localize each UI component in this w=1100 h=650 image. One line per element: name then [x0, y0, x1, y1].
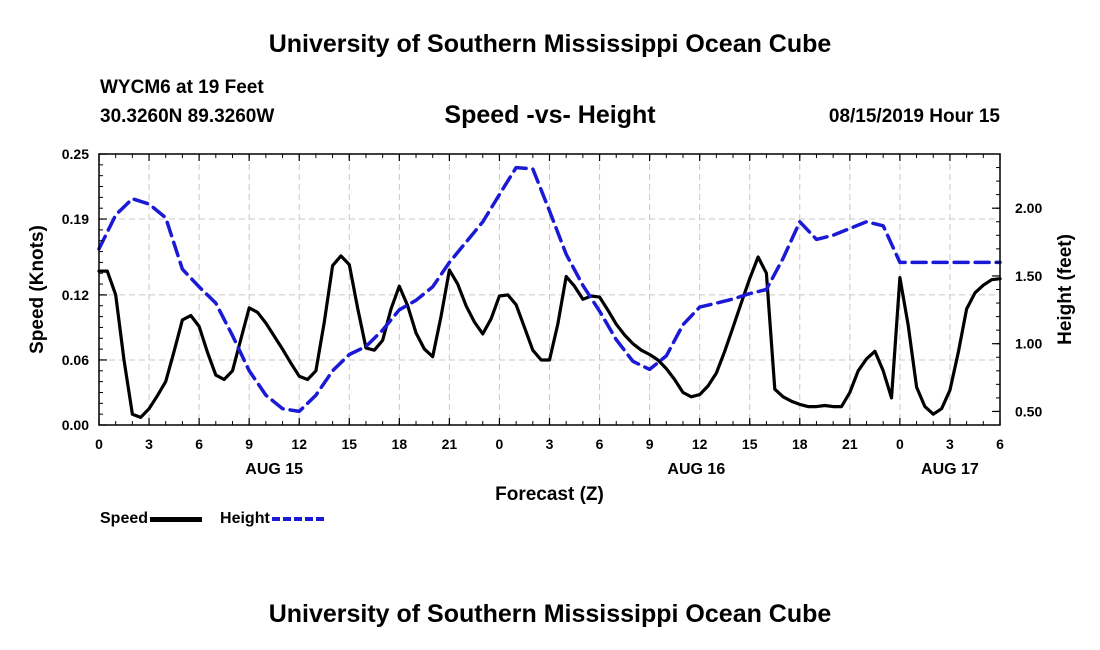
y-right-tick-label: 1.00 [1015, 336, 1042, 352]
series-layer [97, 165, 1002, 419]
x-tick-label: 21 [442, 436, 458, 452]
x-tick-label: 9 [245, 436, 253, 452]
legend-item-speed: Speed [100, 510, 203, 528]
x-tick-label: 3 [145, 436, 153, 452]
y-axis-right-label: Height (feet) [1055, 234, 1076, 345]
x-tick-label: 3 [546, 436, 554, 452]
x-tick-label: 0 [95, 436, 103, 452]
x-tick-label: 12 [692, 436, 708, 452]
footer-title: University of Southern Mississippi Ocean… [268, 600, 832, 628]
legend-item-height: Height [220, 510, 324, 528]
coordinates-label: 30.3260N 89.3260W [100, 106, 275, 127]
x-tick-label: 6 [195, 436, 203, 452]
x-tick-label: 15 [341, 436, 357, 452]
chart-title: University of Southern Mississippi Ocean… [268, 30, 832, 58]
x-axis-label: Forecast (Z) [495, 484, 604, 505]
station-label: WYCM6 at 19 Feet [100, 77, 264, 98]
day-label: AUG 17 [921, 461, 979, 478]
x-tick-label: 6 [596, 436, 604, 452]
x-tick-label: 15 [742, 436, 758, 452]
y-left-tick-label: 0.25 [62, 146, 89, 162]
x-tick-label: 12 [291, 436, 307, 452]
chart-subtitle: Speed -vs- Height [444, 101, 656, 129]
y-left-tick-label: 0.19 [62, 211, 89, 227]
grid [98, 154, 1001, 425]
series-line-speed [97, 254, 1002, 419]
y-right-tick-label: 2.00 [1015, 200, 1042, 216]
y-right-tick-label: 1.50 [1015, 268, 1042, 284]
x-tick-label: 21 [842, 436, 858, 452]
day-label: AUG 16 [667, 461, 725, 478]
legend-speed-swatch [150, 516, 203, 522]
y-left-tick-label: 0.12 [62, 287, 89, 303]
y-left-tick-label: 0.06 [62, 352, 89, 368]
x-tick-label: 18 [792, 436, 808, 452]
day-label: AUG 15 [245, 461, 303, 478]
x-tick-label: 3 [946, 436, 954, 452]
x-tick-label: 6 [996, 436, 1004, 452]
y-axis-left-label: Speed (Knots) [27, 225, 48, 354]
y-right-tick-label: 0.50 [1015, 403, 1042, 419]
x-tick-label: 0 [896, 436, 904, 452]
legend-height-label: Height [220, 510, 270, 527]
x-tick-label: 18 [392, 436, 408, 452]
date-stamp: 08/15/2019 Hour 15 [828, 106, 1000, 127]
x-tick-label: 0 [496, 436, 504, 452]
series-line-height [97, 165, 1002, 414]
legend-speed-label: Speed [100, 510, 149, 527]
legend: Speed Height [100, 510, 342, 528]
y-left-tick-label: 0.00 [62, 417, 89, 433]
axes: 0 3 6 9 12 15 18 21 0 3 6 9 12 15 18 21 0 3 6 AUG 15 AUG 16 A… [62, 146, 1043, 478]
legend-height-swatch [271, 517, 324, 521]
x-tick-label: 9 [646, 436, 654, 452]
